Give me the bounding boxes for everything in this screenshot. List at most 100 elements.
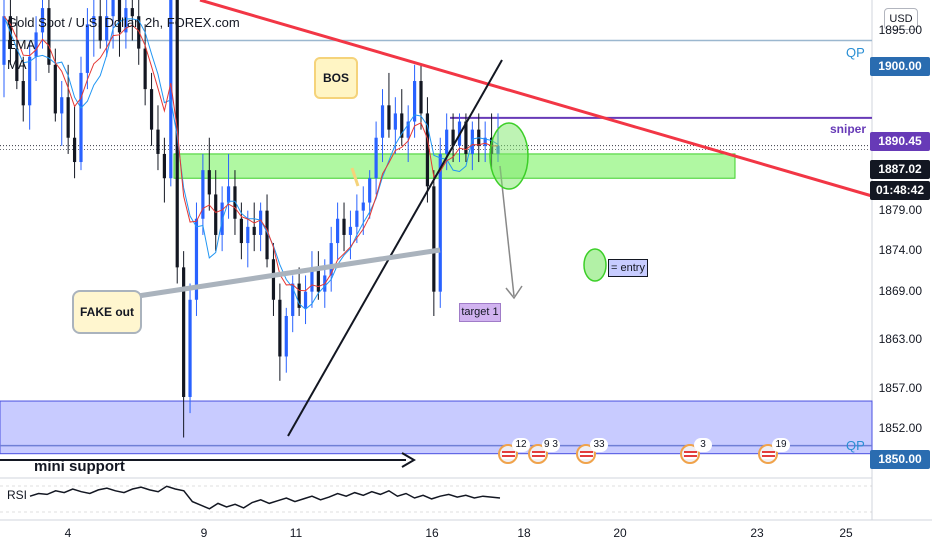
candle-body	[278, 299, 282, 357]
candle-body	[380, 105, 385, 138]
fake-out-pointer	[137, 247, 441, 299]
candle-body	[124, 8, 128, 33]
candle-body	[432, 186, 436, 292]
candle-body	[406, 121, 410, 138]
candle-body	[438, 153, 442, 292]
us-flag-icon	[684, 451, 697, 459]
ema-line	[3, 15, 499, 292]
y-tick-label: 1857.00	[878, 380, 922, 395]
candle-body	[72, 137, 77, 163]
candle-body	[156, 129, 160, 154]
candle-body	[310, 267, 314, 292]
candle-body	[201, 170, 205, 219]
candle-body	[246, 226, 250, 244]
entry-legend-label[interactable]: = entry	[608, 259, 648, 277]
candle-body	[316, 267, 320, 292]
candle-body	[226, 186, 231, 203]
candle-body	[368, 178, 372, 203]
candle-body	[53, 64, 57, 114]
y-tick-label: 1895.00	[878, 23, 922, 37]
qp-bottom-label: QP	[846, 438, 865, 453]
candle-body	[214, 194, 218, 235]
mini-support-arrowhead	[401, 452, 416, 468]
indicator-ema[interactable]: EMA	[7, 37, 36, 52]
candle-body	[2, 16, 6, 65]
red-trendline	[199, 0, 873, 198]
entry-legend-circle	[583, 248, 607, 282]
candle-body	[451, 129, 455, 146]
countdown-tag: 01:48:42	[870, 181, 930, 200]
bos-callout[interactable]: BOS	[314, 57, 358, 99]
mini-support-label: mini support	[34, 458, 125, 475]
candle-body	[265, 210, 269, 260]
event-count-badge: 12	[512, 438, 530, 452]
candle-body	[374, 137, 378, 179]
candle-body	[47, 8, 51, 65]
candle-body	[252, 226, 256, 235]
rsi-line	[29, 485, 501, 510]
price-tag-qp-bottom: 1850.00	[870, 450, 930, 469]
candle-body	[85, 24, 90, 73]
candle-body	[92, 16, 96, 25]
candle-body	[105, 16, 109, 41]
us-flag-icon	[532, 451, 545, 459]
candle-body	[28, 56, 32, 106]
us-flag-icon	[580, 451, 593, 459]
fake-out-label: FAKE out	[80, 305, 134, 319]
candle-body	[98, 16, 102, 41]
x-tick-label: 20	[613, 526, 627, 540]
x-tick-label: 18	[517, 526, 531, 540]
indicator-ma[interactable]: MA	[7, 57, 27, 72]
candle-body	[207, 170, 211, 195]
candle-body	[188, 299, 192, 397]
bos-label: BOS	[322, 71, 349, 85]
candle-body	[470, 129, 474, 154]
symbol-title: Gold Spot / U.S. Dollar, 2h, FOREX.com	[7, 15, 240, 30]
candle-body	[182, 267, 186, 397]
currency-button[interactable]: USD	[884, 8, 918, 30]
rsi-title: RSI	[7, 488, 28, 502]
candle-body	[329, 243, 333, 276]
candle-body	[271, 259, 276, 300]
event-count-badge: 3	[694, 438, 712, 452]
candle-body	[419, 81, 423, 114]
candle-body	[284, 315, 288, 357]
bos-pointer	[350, 167, 360, 187]
candle-body	[239, 218, 243, 244]
candle-body	[355, 210, 359, 227]
candle-body	[400, 113, 404, 138]
price-tag-sniper: 1890.45	[870, 132, 930, 151]
price-tag-qp-top: 1900.00	[870, 57, 930, 76]
candle-body	[483, 137, 487, 146]
rising-trendline	[287, 59, 503, 437]
candle-body	[348, 226, 353, 235]
us-flag-icon	[502, 451, 515, 459]
candle-body	[361, 202, 365, 211]
candle-body	[464, 121, 468, 154]
candle-body	[393, 113, 397, 130]
qp-top-label: QP	[846, 45, 865, 60]
candle-body	[60, 97, 64, 114]
target-1-label[interactable]: target 1	[459, 303, 501, 322]
price-tag-current: 1887.02	[870, 160, 930, 179]
fake-out-callout[interactable]: FAKE out	[72, 290, 142, 334]
y-tick-label: 1863.00	[878, 332, 922, 347]
event-count-badge: 33	[590, 438, 608, 452]
candle-body	[111, 0, 115, 17]
candle-body	[336, 218, 340, 244]
demand-zone	[173, 153, 736, 179]
y-tick-label: 1852.00	[878, 421, 922, 436]
entry-circle	[489, 122, 529, 190]
y-tick-label: 1874.00	[878, 243, 922, 258]
candle-body	[233, 186, 237, 219]
event-count-badge: 19	[772, 438, 790, 452]
y-tick-label: 1869.00	[878, 283, 922, 298]
candle-body	[303, 291, 308, 308]
candle-body	[412, 81, 417, 122]
us-flag-icon	[762, 451, 775, 459]
x-tick-label: 9	[200, 526, 208, 540]
candle-body	[162, 153, 166, 179]
target-arrowhead	[505, 285, 523, 300]
candle-body	[66, 97, 70, 138]
